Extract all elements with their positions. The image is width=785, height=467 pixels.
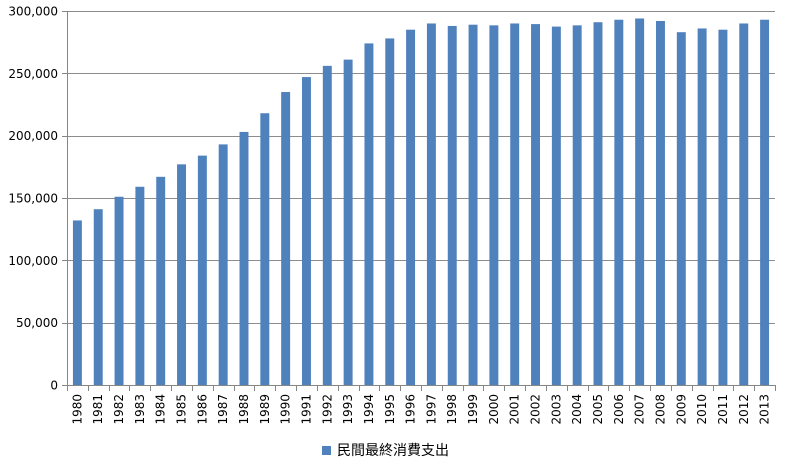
bar-2009 [676, 32, 686, 385]
x-tick-label: 2013 [758, 394, 772, 425]
y-tick-label: 50,000 [16, 316, 58, 330]
x-tick-label: 1992 [320, 394, 334, 425]
bar-1999 [468, 24, 478, 386]
bar-1980 [72, 220, 82, 385]
bar-2013 [760, 19, 770, 385]
x-tick-label: 2002 [529, 394, 543, 425]
bar-1983 [135, 186, 145, 385]
x-tick-label: 2003 [549, 394, 563, 425]
bar-1990 [281, 92, 291, 385]
x-tick-label: 1984 [154, 394, 168, 425]
bar-1997 [426, 23, 436, 385]
x-tick-label: 2011 [716, 394, 730, 425]
y-tick-label: 250,000 [8, 67, 58, 81]
x-tick-label: 1988 [237, 394, 251, 425]
bar-1986 [197, 155, 207, 385]
x-tick-label: 1989 [258, 394, 272, 425]
bar-1989 [260, 113, 270, 385]
y-tick-label: 0 [50, 379, 58, 393]
bar-1998 [447, 25, 457, 386]
bar-2000 [489, 25, 499, 386]
x-tick-label: 2008 [654, 394, 668, 425]
y-tick-label: 150,000 [8, 192, 58, 206]
bar-2008 [655, 20, 665, 385]
y-tick-label: 100,000 [8, 254, 58, 268]
x-tick-label: 2006 [612, 394, 626, 425]
x-tick-label: 2007 [633, 394, 647, 425]
bar-2005 [593, 22, 603, 385]
bar-2003 [551, 26, 561, 386]
bar-1991 [301, 77, 311, 385]
bar-2010 [697, 28, 707, 385]
bar-1985 [177, 164, 186, 385]
x-tick-label: 2010 [695, 394, 709, 425]
x-tick-label: 2005 [591, 394, 605, 425]
legend-swatch [322, 445, 331, 455]
y-tick-labels: 0 50,000 100,000 150,000 200,000 250,000 300,0… [8, 5, 58, 393]
x-tick-label: 1990 [279, 394, 293, 425]
gridlines [67, 11, 775, 324]
x-tick-label: 1993 [341, 394, 355, 425]
bars [72, 18, 770, 386]
bar-2007 [635, 18, 645, 385]
bar-1993 [343, 59, 353, 386]
y-tick-label: 200,000 [8, 129, 58, 143]
x-tick-label: 2004 [570, 394, 584, 425]
x-tick-labels: 1980 1981 1982 1983 1984 1985 1986 1987 1988 1989… [70, 394, 771, 425]
axes [62, 11, 776, 391]
x-tick-label: 1986 [195, 394, 209, 425]
x-tick-label: 2000 [487, 394, 501, 425]
x-tick-label: 1983 [133, 394, 147, 425]
bar-2006 [614, 19, 624, 385]
x-tick-label: 1987 [216, 394, 230, 425]
legend: 民間最終消費支出 [322, 440, 449, 460]
bar-2004 [572, 25, 582, 386]
bar-1984 [156, 176, 166, 385]
bar-1994 [364, 43, 374, 385]
x-tick-label: 1996 [404, 394, 418, 425]
x-tick-label: 1998 [445, 394, 459, 425]
x-tick-label: 2009 [674, 394, 688, 425]
bar-1992 [322, 65, 332, 385]
bar-2012 [739, 23, 749, 385]
x-tick-label: 1980 [70, 394, 84, 425]
bar-2002 [531, 24, 540, 386]
bar-1988 [239, 131, 249, 385]
x-tick-label: 1985 [175, 394, 189, 425]
x-tick-label: 1981 [91, 394, 105, 425]
y-tick-label: 300,000 [8, 5, 58, 19]
x-tick-label: 1994 [362, 394, 376, 425]
x-tick-label: 1991 [300, 394, 314, 425]
bar-1987 [218, 144, 228, 385]
x-tick-label: 1999 [466, 394, 480, 425]
bar-1981 [93, 209, 103, 385]
x-tick-label: 2001 [508, 394, 522, 425]
x-tick-label: 1997 [424, 394, 438, 425]
bar-2001 [510, 23, 520, 385]
legend-label: 民間最終消費支出 [337, 443, 449, 459]
bar-1995 [385, 38, 395, 386]
x-tick-label: 1995 [383, 394, 397, 425]
x-tick-label: 1982 [112, 394, 126, 425]
x-tick-label: 2012 [737, 394, 751, 425]
bar-2011 [718, 29, 728, 385]
bar-1982 [114, 196, 124, 385]
bar-1996 [406, 29, 416, 385]
